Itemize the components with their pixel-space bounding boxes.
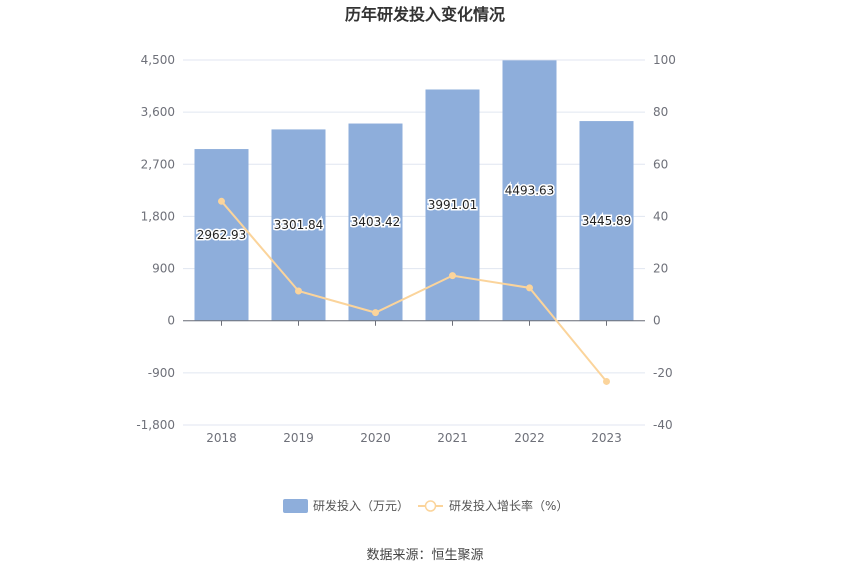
bar-value-label: 3301.84 [274,218,324,232]
left-tick-label: 900 [152,262,175,276]
bar-value-label: 2962.93 [197,228,247,242]
bar-series [194,60,634,321]
bar[interactable] [579,121,634,321]
right-tick-label: 40 [653,209,668,223]
x-tick-label: 2023 [591,431,622,445]
line-point[interactable] [449,272,456,280]
bar[interactable] [348,123,403,321]
bar[interactable] [194,149,249,321]
right-tick-label: 100 [653,53,676,67]
bar[interactable] [502,60,557,321]
left-tick-label: 3,600 [141,105,175,119]
legend-line-marker [424,500,437,512]
bar[interactable] [425,89,480,321]
x-tick-label: 2018 [206,431,237,445]
left-tick-label: -1,800 [136,418,175,432]
legend-line-label: 研发投入增长率（%） [449,498,568,513]
line-point[interactable] [372,309,379,317]
left-tick-label: -900 [148,366,175,380]
right-tick-label: 0 [653,314,661,328]
x-tick-label: 2021 [437,431,468,445]
right-tick-label: 80 [653,105,668,119]
bar-value-label: 3445.89 [582,214,632,228]
legend-bar-swatch [283,499,308,513]
legend[interactable]: 研发投入（万元） 研发投入增长率（%） [283,498,568,513]
line-series [218,197,610,385]
data-source: 数据来源：恒生聚源 [366,548,483,563]
bar-value-label: 3991.01 [428,198,478,212]
bar-value-label: 3403.42 [351,215,401,229]
left-tick-label: 1,800 [141,209,175,223]
right-tick-label: -20 [653,366,673,380]
x-tick-label: 2022 [514,431,545,445]
x-tick-label: 2019 [283,431,314,445]
right-axis-ticks: -40 -20 0 20 40 60 80 100 [653,53,676,432]
gridlines [183,59,645,426]
line-point[interactable] [295,287,302,295]
right-tick-label: -40 [653,418,673,432]
left-axis-ticks: -1,800 -900 0 900 1,800 2,700 3,600 4,500 [136,53,175,432]
growth-line [220,200,608,383]
legend-item-bar[interactable]: 研发投入（万元） [283,498,409,513]
left-tick-label: 2,700 [141,157,175,171]
legend-item-line[interactable]: 研发投入增长率（%） [418,498,568,513]
x-tick-label: 2020 [360,431,391,445]
x-axis-ticks: 2018 2019 2020 2021 2022 2023 [206,320,622,445]
left-tick-label: 4,500 [141,53,175,67]
line-point[interactable] [603,377,610,385]
chart-title: 历年研发投入变化情况 [345,5,505,24]
right-tick-label: 60 [653,157,668,171]
line-point[interactable] [526,284,533,292]
left-tick-label: 0 [167,314,175,328]
bar-data-labels: 2962.93 3301.84 3403.42 3991.01 4493.63 3445.… [195,182,633,243]
right-tick-label: 20 [653,262,668,276]
line-point[interactable] [218,197,225,205]
bar-value-label: 4493.63 [505,184,555,198]
legend-bar-label: 研发投入（万元） [313,498,409,513]
